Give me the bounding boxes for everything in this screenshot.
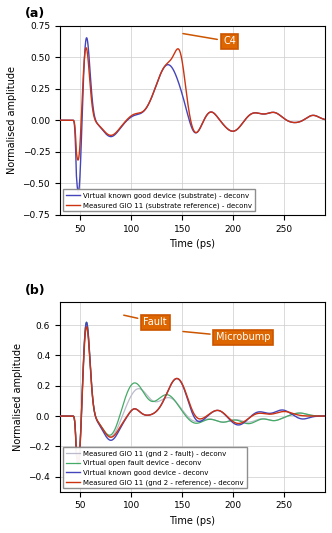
Virtual open fault device - deconv [267, 417, 271, 423]
Measured GIO 11 (gnd 2 - reference) - deconv [267, 411, 271, 417]
Measured GIO 11 (gnd 2 - reference) - deconv [76, 460, 80, 466]
Virtual known good device (substrate) - deconv [323, 116, 327, 123]
Measured GIO 11 (gnd 2 - reference) - deconv [315, 413, 319, 419]
Measured GIO 11 (gnd 2 - reference) - deconv [58, 413, 62, 419]
Measured GIO 11 (gnd 2 - fault) - deconv [187, 415, 191, 421]
Virtual known good device - deconv [71, 413, 75, 419]
Virtual known good device - deconv [315, 413, 319, 419]
Virtual open fault device - deconv [316, 413, 320, 419]
Measured GIO 11 (gnd 2 - fault) - deconv [85, 320, 89, 327]
Measured GIO 11 (gnd 2 - reference) - deconv [71, 413, 75, 419]
X-axis label: Time (ps): Time (ps) [169, 239, 215, 249]
Virtual open fault device - deconv [323, 413, 327, 419]
Virtual known good device (substrate) - deconv [71, 117, 75, 124]
Text: C4: C4 [183, 34, 236, 46]
Text: Microbump: Microbump [183, 332, 270, 342]
Measured GIO 11 (gnd 2 - fault) - deconv [71, 413, 75, 419]
Line: Measured GIO 11 (substrate reference) - deconv: Measured GIO 11 (substrate reference) - … [60, 48, 325, 160]
Measured GIO 11 (gnd 2 - fault) - deconv [180, 406, 184, 413]
Virtual known good device (substrate) - deconv [316, 114, 320, 120]
Virtual known good device (substrate) - deconv [187, 116, 191, 123]
Measured GIO 11 (gnd 2 - fault) - deconv [267, 417, 271, 423]
Text: (b): (b) [25, 284, 46, 297]
Measured GIO 11 (gnd 2 - reference) - deconv [180, 381, 184, 387]
Measured GIO 11 (substrate reference) - deconv [71, 117, 75, 124]
Measured GIO 11 (gnd 2 - fault) - deconv [315, 413, 319, 419]
Virtual known good device - deconv [180, 381, 184, 387]
Measured GIO 11 (gnd 2 - reference) - deconv [85, 324, 89, 330]
Measured GIO 11 (substrate reference) - deconv [58, 117, 62, 124]
Legend: Measured GIO 11 (gnd 2 - fault) - deconv, Virtual open fault device - deconv, Vi: Measured GIO 11 (gnd 2 - fault) - deconv… [63, 447, 247, 488]
Virtual known good device - deconv [323, 413, 327, 419]
Measured GIO 11 (substrate reference) - deconv [180, 58, 184, 64]
Virtual known good device - deconv [76, 461, 80, 467]
Legend: Virtual known good device (substrate) - deconv, Measured GIO 11 (substrate refer: Virtual known good device (substrate) - … [63, 189, 255, 212]
Measured GIO 11 (substrate reference) - deconv [315, 114, 319, 120]
Virtual known good device (substrate) - deconv [267, 110, 271, 116]
Measured GIO 11 (gnd 2 - fault) - deconv [58, 413, 62, 419]
Virtual known good device - deconv [85, 319, 89, 326]
Y-axis label: Normalised amplitude: Normalised amplitude [7, 66, 17, 174]
Measured GIO 11 (substrate reference) - deconv [323, 116, 327, 123]
Virtual known good device - deconv [58, 413, 62, 419]
Virtual open fault device - deconv [180, 408, 184, 414]
Y-axis label: Normalised amplitude: Normalised amplitude [13, 343, 23, 451]
Virtual open fault device - deconv [58, 413, 62, 419]
Measured GIO 11 (gnd 2 - fault) - deconv [316, 413, 320, 419]
Virtual known good device (substrate) - deconv [76, 189, 80, 196]
Measured GIO 11 (gnd 2 - reference) - deconv [187, 399, 191, 405]
Virtual open fault device - deconv [315, 413, 319, 419]
Virtual known good device (substrate) - deconv [180, 91, 184, 97]
Measured GIO 11 (gnd 2 - fault) - deconv [76, 458, 80, 465]
Virtual known good device - deconv [187, 401, 191, 407]
Measured GIO 11 (substrate reference) - deconv [84, 45, 88, 51]
Virtual known good device (substrate) - deconv [85, 35, 89, 41]
Virtual known good device (substrate) - deconv [315, 114, 319, 120]
Virtual known good device (substrate) - deconv [58, 117, 62, 124]
Text: Fault: Fault [124, 315, 167, 327]
Measured GIO 11 (gnd 2 - reference) - deconv [316, 413, 320, 419]
Line: Measured GIO 11 (gnd 2 - fault) - deconv: Measured GIO 11 (gnd 2 - fault) - deconv [60, 324, 325, 462]
Virtual open fault device - deconv [85, 319, 89, 326]
Virtual open fault device - deconv [71, 413, 75, 419]
Virtual known good device - deconv [316, 413, 320, 419]
Measured GIO 11 (gnd 2 - fault) - deconv [323, 413, 327, 419]
Line: Virtual known good device (substrate) - deconv: Virtual known good device (substrate) - … [60, 38, 325, 192]
Line: Virtual known good device - deconv: Virtual known good device - deconv [60, 322, 325, 464]
Virtual known good device - deconv [267, 410, 271, 416]
Measured GIO 11 (gnd 2 - reference) - deconv [323, 413, 327, 419]
Line: Virtual open fault device - deconv: Virtual open fault device - deconv [60, 322, 325, 461]
Virtual open fault device - deconv [187, 416, 191, 423]
X-axis label: Time (ps): Time (ps) [169, 516, 215, 526]
Measured GIO 11 (substrate reference) - deconv [316, 114, 320, 120]
Line: Measured GIO 11 (gnd 2 - reference) - deconv: Measured GIO 11 (gnd 2 - reference) - de… [60, 327, 325, 463]
Text: (a): (a) [25, 7, 45, 20]
Measured GIO 11 (substrate reference) - deconv [267, 110, 271, 116]
Measured GIO 11 (substrate reference) - deconv [187, 109, 191, 115]
Virtual open fault device - deconv [76, 458, 80, 464]
Measured GIO 11 (substrate reference) - deconv [76, 157, 80, 163]
